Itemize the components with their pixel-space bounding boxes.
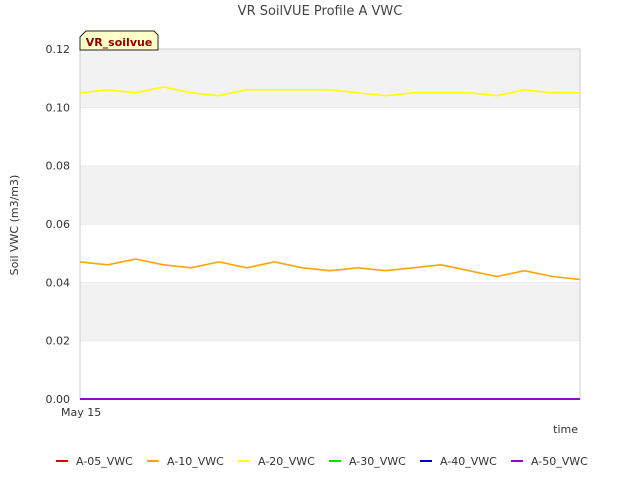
legend-label: A-50_VWC (531, 455, 588, 468)
y-tick-label: 0.06 (46, 218, 71, 231)
y-tick-label: 0.02 (46, 335, 71, 348)
series-line (79, 86, 580, 97)
y-tick-label: 0.00 (46, 393, 71, 406)
y-axis: 0.00 0.02 0.04 0.06 0.08 0.10 0.12 (46, 43, 71, 406)
legend-label: A-20_VWC (258, 455, 315, 468)
legend-label: A-30_VWC (349, 455, 406, 468)
grid-bands (80, 48, 580, 399)
legend: A-05_VWC A-10_VWC A-20_VWC A-30_VWC A-40_VWC… (56, 455, 588, 468)
legend-label: A-05_VWC (76, 455, 133, 468)
chart-title: VR SoilVUE Profile A VWC (238, 4, 403, 19)
grid-band (80, 107, 580, 166)
y-tick-label: 0.12 (46, 43, 71, 56)
grid-band (80, 282, 580, 341)
grid-band (80, 340, 580, 399)
station-tag-box (79, 30, 159, 51)
legend-label: A-40_VWC (440, 455, 497, 468)
grid-band (80, 49, 580, 108)
y-tick-label: 0.04 (46, 276, 71, 289)
series-lines (79, 86, 581, 400)
legend-label: A-10_VWC (167, 455, 224, 468)
y-tick-label: 0.08 (46, 160, 71, 173)
series-line (79, 258, 581, 281)
y-tick-label: 0.10 (46, 101, 71, 114)
station-tag-label: VR_soilvue (86, 36, 153, 49)
y-axis-label: Soil VWC (m3/m3) (8, 175, 21, 276)
grid-band (80, 165, 580, 224)
x-axis-label: time (553, 423, 578, 436)
x-tick-label: May 15 (61, 406, 101, 419)
station-tag: VR_soilvue (79, 30, 159, 51)
grid-band (80, 224, 580, 283)
